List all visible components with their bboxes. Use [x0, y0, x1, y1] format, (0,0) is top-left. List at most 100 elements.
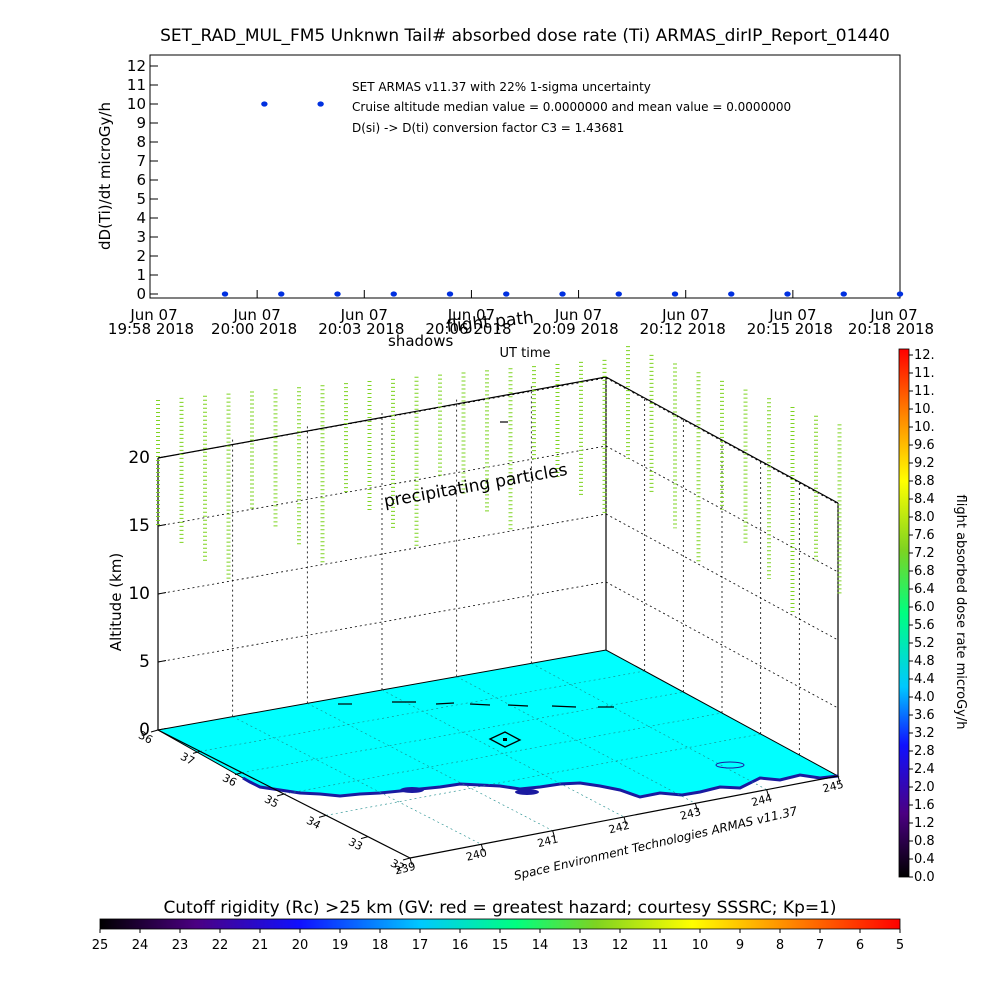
latitude-tick-label: 34 [304, 814, 322, 832]
latitude-tick [234, 772, 243, 776]
dose-colorbar-tick-label: 6.0 [914, 600, 935, 615]
dose-colorbar-tick-label: 8.8 [914, 474, 935, 489]
dose-point [728, 291, 735, 297]
rigidity-colorbar-tick-label: 14 [532, 938, 549, 953]
dose-colorbar-tick-label: 7.6 [914, 528, 935, 543]
dose-colorbar-tick-label: 12. [914, 348, 935, 363]
rigidity-colorbar-tick-label: 15 [492, 938, 509, 953]
dose-colorbar-tick-label: 1.6 [914, 798, 935, 813]
latitude-tick-label: 36 [136, 729, 154, 747]
dose-y-tick-label: 12 [127, 57, 146, 75]
longitude-tick [694, 803, 698, 811]
longitude-tick-label: 239 [393, 860, 417, 878]
latitude-tick [150, 729, 159, 733]
dose-point [671, 291, 679, 297]
dose-x-label: UT time [500, 346, 551, 361]
rigidity-colorbar-ticks: 25 24 23 22 21 20 19 18 17 16 15 14 13 12 11 10 9 8 7 6 5 [92, 929, 904, 953]
rigidity-colorbar-gradient [99, 918, 901, 930]
rigidity-colorbar-tick-label: 9 [736, 938, 744, 953]
dose-y-tick-label: 3 [136, 228, 146, 246]
altitude-ticks: 0 5 10 15 20 [128, 448, 167, 740]
dose-colorbar-tick-label: 4.4 [914, 672, 935, 687]
dose-y-tick-label: 7 [136, 152, 146, 170]
rigidity-colorbar-tick-label: 17 [412, 938, 429, 953]
dose-colorbar-tick-label: 9.2 [914, 456, 935, 471]
rigidity-colorbar-tick-label: 22 [212, 938, 229, 953]
dose-colorbar-tick-label: 11. [914, 384, 935, 399]
dose-x-tick-time: 20:15 2018 [747, 320, 833, 338]
dose-point [317, 101, 324, 107]
annotation-1: SET ARMAS v11.37 with 22% 1-sigma uncert… [352, 80, 651, 94]
dose-point [390, 291, 397, 297]
dose-x-tick-date: Jun 07 [768, 306, 816, 324]
dose-colorbar-tick-label: 2.0 [914, 780, 935, 795]
altitude-tick-label: 20 [128, 448, 150, 468]
longitude-tick [837, 775, 841, 784]
dose-point [896, 291, 904, 297]
rigidity-colorbar-tick-label: 24 [132, 938, 149, 953]
wall-grid-line [605, 581, 839, 709]
dose-x-tick-date: Jun 07 [869, 306, 917, 324]
dose-colorbar-tick-label: 10. [914, 420, 935, 435]
rigidity-colorbar-tick-label: 21 [252, 938, 269, 953]
coastline [242, 773, 839, 799]
dose-point [559, 291, 566, 297]
dose-colorbar-tick-label: 2.4 [914, 762, 935, 777]
dose-y-tick-label: 6 [136, 171, 146, 189]
dose-y-tick-label: 1 [136, 266, 146, 284]
dose-colorbar-tick-label: 5.2 [914, 636, 935, 651]
latitude-ticks: 36 37 36 35 34 33 32 [136, 729, 411, 875]
dose-colorbar-tick-label: 7.2 [914, 546, 935, 561]
dose-point [261, 101, 268, 107]
dose-point [446, 291, 454, 297]
dose-colorbar-tick-label: 1.2 [914, 816, 935, 831]
dose-y-tick-label: 5 [136, 190, 146, 208]
longitude-tick-label: 244 [750, 791, 774, 809]
floor-surface [156, 649, 840, 798]
dose-x-tick-time: 20:00 2018 [211, 320, 297, 338]
dose-x-tick-time: 20:06 2018 [425, 320, 511, 338]
rigidity-colorbar-label: Cutoff rigidity (Rc) >25 km (GV: red = g… [163, 898, 836, 918]
dose-colorbar-ticks: 12. 11. 11. 10. 10. 9.6 9.2 8.8 8.4 8.0 7.6 7.2 6.8 6… [909, 348, 935, 885]
annotation-3: D(si) -> D(ti) conversion factor C3 = 1.… [352, 121, 624, 135]
rigidity-colorbar-tick-label: 16 [452, 938, 469, 953]
dose-x-tick-date: Jun 07 [661, 306, 709, 324]
dose-colorbar-tick-label: 3.2 [914, 726, 935, 741]
altitude-tick [157, 660, 167, 663]
dose-y-tick-label: 8 [136, 133, 146, 151]
wall-grid-line [157, 377, 607, 459]
latitude-tick-label: 36 [220, 771, 238, 789]
dose-y-label: dD(Ti)/dt microGy/h [96, 102, 114, 250]
flight-path-shadow [338, 421, 614, 708]
dose-y-tick-label: 0 [136, 285, 146, 303]
dose-y-tick-label: 9 [136, 114, 146, 132]
annotation-2: Cruise altitude median value = 0.0000000… [352, 100, 791, 114]
dose-colorbar-label: flight absorbed dose rate microGy/h [953, 495, 968, 730]
altitude-tick-label: 15 [128, 516, 150, 536]
dose-colorbar-tick-label: 11. [914, 366, 935, 381]
dose-colorbar-tick-label: 4.0 [914, 690, 935, 705]
dose-colorbar-tick-label: 4.8 [914, 654, 935, 669]
rigidity-colorbar-tick-label: 13 [572, 938, 589, 953]
rigidity-colorbar-tick-label: 18 [372, 938, 389, 953]
dose-y-tick-label: 10 [127, 95, 146, 113]
dose-colorbar-tick-label: 8.0 [914, 510, 935, 525]
longitude-tick [552, 830, 556, 838]
dose-colorbar-gradient [898, 348, 910, 878]
latitude-tick [402, 857, 411, 861]
dose-x-tick-time: 20:03 2018 [318, 320, 404, 338]
dose-x-tick-date: Jun 07 [129, 306, 177, 324]
latitude-tick [360, 836, 369, 840]
wall-grid-line [157, 445, 607, 527]
trajectory-3d-plot: 0 5 10 15 20 Altitude (km) 36 37 36 35 34 33 32 [107, 346, 845, 883]
left-wall-top-edge [157, 376, 607, 459]
particle-tracks [156, 346, 842, 614]
wall-grid-line [157, 581, 607, 663]
dose-point [615, 291, 622, 297]
longitude-tick [409, 857, 413, 866]
dose-x-tick-time: 20:12 2018 [640, 320, 726, 338]
longitude-tick-label: 243 [679, 805, 703, 823]
altitude-tick [157, 524, 167, 527]
